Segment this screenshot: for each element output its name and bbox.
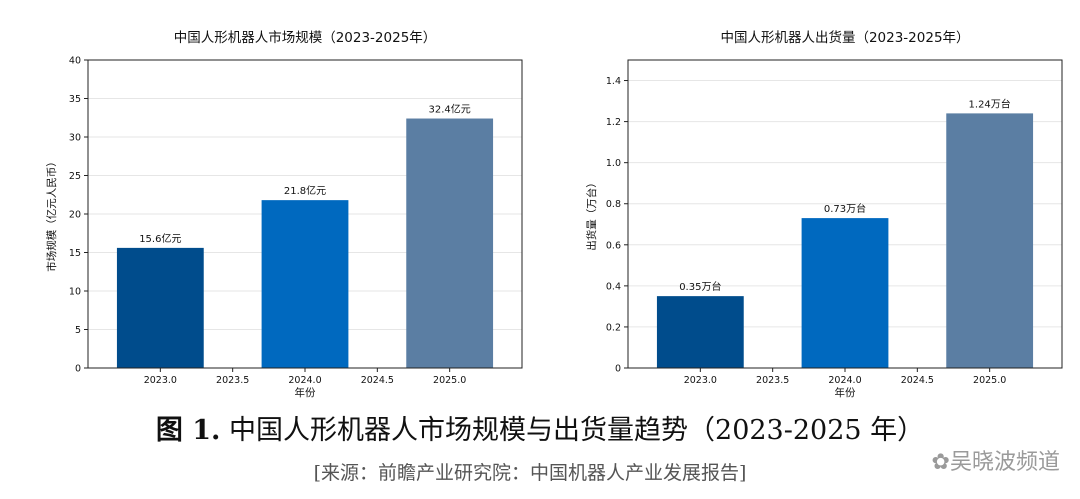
shipment-y-tick-label: 0.8 — [606, 199, 621, 210]
market-size-x-tick-label: 2025.0 — [433, 375, 466, 386]
market-size-y-tick-label: 20 — [69, 210, 81, 221]
shipment-x-tick-label: 2023.0 — [684, 375, 717, 386]
market-size-y-tick-label: 15 — [69, 248, 81, 259]
market-size-y-tick-label: 35 — [69, 94, 81, 105]
shipment-y-tick-label: 0.4 — [606, 281, 621, 292]
market-size-x-axis-label: 年份 — [295, 386, 316, 399]
shipment-x-tick-label: 2023.5 — [756, 375, 789, 386]
market-size-bar — [261, 200, 349, 368]
shipment-y-tick-label: 0.6 — [606, 240, 621, 251]
shipment-y-tick-label: 0.2 — [606, 322, 621, 333]
watermark: ✿吴晓波频道 — [932, 444, 1060, 476]
market-size-bar — [406, 118, 494, 369]
watermark-text: 吴晓波频道 — [949, 450, 1060, 475]
shipment-data-label: 0.73万台 — [824, 202, 866, 215]
market-size-title: 中国人形机器人市场规模（2023-2025年） — [174, 29, 437, 46]
market-size-bar — [116, 247, 204, 368]
market-size-data-label: 21.8亿元 — [284, 184, 326, 197]
shipment-x-axis-label: 年份 — [835, 386, 856, 399]
shipment-y-axis-label: 出货量（万台） — [585, 177, 598, 251]
market-size-data-label: 32.4亿元 — [429, 103, 471, 116]
market-size-x-tick-label: 2023.0 — [144, 375, 177, 386]
market-size-chart-svg: 中国人形机器人市场规模（2023-2025年） 15.6亿元 21.8亿元 32.4亿… — [45, 29, 523, 399]
shipment-y-tick-label: 1.0 — [606, 158, 621, 169]
market-size-y-tick-label: 0 — [75, 364, 81, 375]
shipment-y-tick-label: 0 — [615, 364, 621, 375]
market-size-chart: 中国人形机器人市场规模（2023-2025年） 15.6亿元 21.8亿元 32.4亿… — [0, 0, 540, 404]
shipment-chart: 中国人形机器人出货量（2023-2025年） 0.35万台 0.73万台 1.24万台… — [540, 0, 1080, 404]
figure-source: [来源：前瞻产业研究院：中国机器人产业发展报告] — [313, 462, 747, 484]
market-size-y-tick-label: 30 — [69, 133, 81, 144]
market-size-y-tick-label: 5 — [75, 325, 81, 336]
market-size-x-tick-label: 2023.5 — [216, 375, 249, 386]
shipment-x-tick-label: 2024.0 — [828, 375, 861, 386]
shipment-x-tick-label: 2024.5 — [901, 375, 934, 386]
market-size-x-tick-label: 2024.0 — [288, 375, 321, 386]
shipment-chart-svg: 中国人形机器人出货量（2023-2025年） 0.35万台 0.73万台 1.24万台… — [585, 29, 1063, 399]
figure-label: 图 1. — [155, 415, 221, 446]
shipment-bar — [946, 113, 1034, 369]
shipment-data-label: 1.24万台 — [969, 97, 1011, 110]
market-size-data-label: 15.6亿元 — [139, 232, 181, 245]
watermark-icon: ✿ — [931, 450, 950, 475]
shipment-y-tick-label: 1.2 — [606, 117, 621, 128]
shipment-y-tick-label: 1.4 — [606, 76, 621, 87]
shipment-x-tick-label: 2025.0 — [973, 375, 1006, 386]
figure-caption: 图 1. 中国人形机器人市场规模与出货量趋势（2023-2025 年） — [0, 408, 1080, 447]
market-size-y-tick-label: 10 — [69, 287, 81, 298]
market-size-x-tick-label: 2024.5 — [361, 375, 394, 386]
market-size-y-tick-label: 40 — [69, 56, 81, 67]
shipment-title: 中国人形机器人出货量（2023-2025年） — [720, 29, 969, 46]
market-size-y-axis-label: 市场规模（亿元人民币） — [45, 156, 58, 272]
market-size-y-tick-label: 25 — [69, 171, 81, 182]
figure-caption-text: 中国人形机器人市场规模与出货量趋势（2023-2025 年） — [229, 415, 925, 446]
shipment-data-label: 0.35万台 — [679, 280, 721, 293]
shipment-bar — [801, 218, 889, 368]
shipment-bar — [656, 296, 744, 368]
